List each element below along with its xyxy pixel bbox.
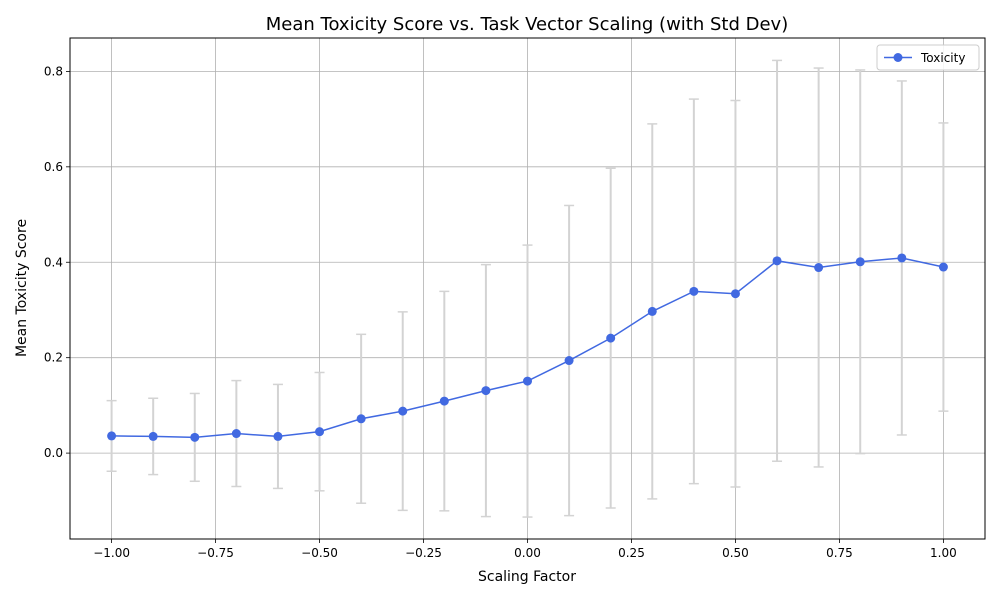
legend-marker-swatch <box>893 53 903 62</box>
x-tick-label: 0.50 <box>722 546 749 560</box>
data-point <box>647 306 657 316</box>
y-tick-label: 0.2 <box>44 351 63 365</box>
y-tick-label: 0.4 <box>44 255 63 269</box>
data-point <box>273 431 283 441</box>
x-tick-label: −0.75 <box>197 546 234 560</box>
data-point <box>564 356 574 366</box>
data-point <box>606 333 616 343</box>
y-axis-ticks: 0.0 0.2 0.4 0.6 0.8 <box>44 64 70 460</box>
data-point <box>689 286 699 296</box>
data-point <box>730 289 740 299</box>
data-point <box>190 432 200 442</box>
data-point <box>148 431 158 441</box>
x-tick-label: 0.25 <box>618 546 645 560</box>
x-axis-ticks: −1.00 −0.75 −0.50 −0.25 0.00 0.25 0.50 0.75 1.00 <box>93 539 957 560</box>
data-point <box>897 253 907 263</box>
grid <box>70 38 985 539</box>
data-point <box>481 386 491 396</box>
data-point <box>356 414 366 424</box>
data-point <box>523 376 532 386</box>
x-tick-label: −1.00 <box>93 546 130 560</box>
x-tick-label: 1.00 <box>930 546 957 560</box>
data-point <box>938 262 948 272</box>
data-point <box>107 431 117 441</box>
chart-title: Mean Toxicity Score vs. Task Vector Scal… <box>266 14 788 35</box>
series-layer <box>107 253 948 442</box>
y-tick-label: 0.6 <box>44 160 63 174</box>
y-tick-label: 0.8 <box>44 64 63 78</box>
legend-box <box>876 44 980 71</box>
y-axis-title: Mean Toxicity Score <box>14 219 30 357</box>
x-tick-label: 0.75 <box>826 546 853 560</box>
x-tick-label: −0.50 <box>301 546 338 560</box>
data-point <box>772 256 782 266</box>
data-point <box>231 429 241 439</box>
data-point <box>855 257 865 267</box>
legend: Toxicity <box>876 44 980 71</box>
data-point <box>315 427 325 437</box>
data-point <box>439 396 449 406</box>
y-tick-label: 0.0 <box>44 446 63 460</box>
data-point <box>814 263 824 273</box>
x-tick-label: −0.25 <box>405 546 442 560</box>
x-axis-title: Scaling Factor <box>478 569 576 585</box>
data-point <box>398 406 408 416</box>
x-tick-label: 0.00 <box>514 546 541 560</box>
legend-label-toxicity: Toxicity <box>920 51 965 65</box>
